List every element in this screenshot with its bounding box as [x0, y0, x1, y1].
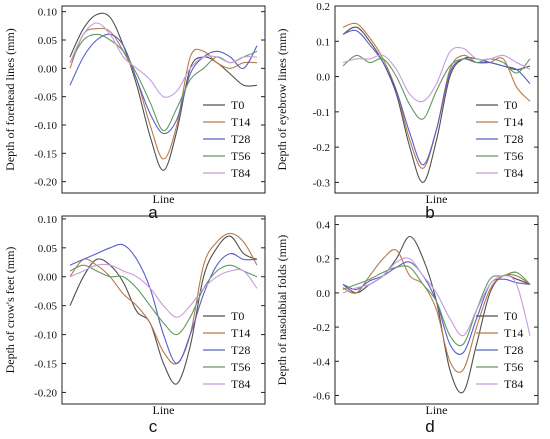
y-tick-label: 0.00 — [38, 272, 58, 284]
y-tick-label: 0.4 — [316, 220, 330, 232]
series-line-t0 — [342, 235, 531, 394]
y-tick-label: -0.1 — [313, 107, 330, 119]
series-line-t84 — [342, 46, 531, 103]
y-tick-label: -0.05 — [34, 301, 57, 313]
y-tick-label: -0.20 — [34, 387, 57, 399]
legend-label-t56: T56 — [504, 149, 523, 163]
panel-c: 0.10 0.05 0.00 -0.05 -0.10 -0.15 -0.20 Line Dept… — [3, 214, 266, 436]
series-line-t14 — [69, 27, 258, 160]
x-axis-label: Line — [426, 192, 448, 206]
series-line-t14 — [69, 232, 258, 365]
y-tick-label: -0.20 — [34, 177, 57, 189]
series-line-t0 — [69, 235, 258, 385]
panel-letter: d — [425, 417, 434, 436]
legend-label-t28: T28 — [231, 343, 250, 357]
legend-label-t0: T0 — [504, 98, 517, 112]
plot-frame — [334, 215, 539, 405]
legend-label-t84: T84 — [504, 166, 523, 180]
series-line-t56 — [69, 264, 258, 336]
x-axis-label: Line — [153, 192, 175, 206]
series-line-t84 — [69, 22, 258, 98]
panel-letter: b — [425, 203, 434, 222]
series-line-t14 — [342, 249, 531, 373]
x-axis-label: Line — [426, 403, 448, 417]
legend-label-t0: T0 — [231, 309, 244, 323]
series-line-t28 — [342, 29, 531, 166]
legend-label-t28: T28 — [504, 132, 523, 146]
legend-label-t14: T14 — [504, 326, 523, 340]
y-axis-label: Depth of crow's feet (mm) — [3, 247, 17, 374]
legend-label-t28: T28 — [231, 132, 250, 146]
panel-letter: a — [148, 203, 158, 222]
legend-label-t28: T28 — [504, 343, 523, 357]
plot-frame — [61, 215, 266, 405]
series-line-t56 — [69, 33, 258, 132]
legend-label-t84: T84 — [231, 166, 250, 180]
y-tick-label: 0.0 — [316, 288, 330, 300]
y-tick-label: -0.15 — [34, 359, 57, 371]
legend-label-t0: T0 — [504, 309, 517, 323]
panel-letter: c — [149, 417, 158, 436]
legend-label-t14: T14 — [504, 115, 523, 129]
legend-label-t56: T56 — [231, 149, 250, 163]
y-tick-label: -0.05 — [34, 92, 57, 104]
plot-frame — [61, 5, 266, 194]
series-line-t84 — [342, 257, 531, 337]
series-line-t84 — [69, 263, 258, 318]
legend-label-t14: T14 — [231, 115, 250, 129]
y-tick-label: -0.2 — [313, 322, 330, 334]
legend-label-t56: T56 — [231, 360, 250, 374]
y-tick-label: -0.2 — [313, 142, 330, 154]
y-tick-label: -0.10 — [34, 330, 57, 342]
y-tick-label: 0.10 — [38, 7, 58, 19]
panel-b: 0.2 0.1 0.0 -0.1 -0.2 -0.3 Line Depth of eyebro… — [275, 1, 539, 222]
panel-d: 0.4 0.2 0.0 -0.2 -0.4 -0.6 Line Depth of nasola… — [275, 215, 539, 436]
legend-label-t84: T84 — [504, 377, 523, 391]
y-tick-label: 0.1 — [316, 36, 330, 48]
panel-a: 0.10 0.05 0.00 -0.05 -0.10 -0.15 -0.20 Line Dept… — [3, 5, 266, 222]
y-axis-label: Depth of forehead lines (mm) — [3, 28, 17, 171]
legend-label-t14: T14 — [231, 326, 250, 340]
y-tick-label: 0.10 — [38, 214, 58, 226]
series-line-t14 — [342, 22, 531, 169]
x-axis-label: Line — [153, 403, 175, 417]
y-tick-label: 0.0 — [316, 72, 330, 84]
y-axis-label: Depth of nasolabial folds (mm) — [275, 235, 289, 386]
y-tick-label: 0.2 — [316, 1, 330, 13]
y-tick-label: -0.10 — [34, 120, 57, 132]
series-line-t28 — [69, 33, 258, 135]
legend-label-t0: T0 — [231, 98, 244, 112]
y-tick-label: 0.2 — [316, 254, 330, 266]
y-tick-label: -0.3 — [313, 177, 331, 189]
y-tick-label: 0.05 — [38, 243, 58, 255]
series-line-t28 — [69, 243, 258, 365]
series-line-t56 — [342, 265, 531, 347]
y-axis-label: Depth of eyebrow lines (mm) — [275, 29, 289, 171]
series-line-t0 — [69, 12, 258, 171]
y-tick-label: 0.00 — [38, 63, 58, 75]
y-tick-label: -0.4 — [313, 356, 331, 368]
legend-label-t56: T56 — [504, 360, 523, 374]
y-tick-label: -0.6 — [313, 390, 331, 402]
y-tick-label: 0.05 — [38, 35, 58, 47]
series-line-t0 — [342, 26, 531, 183]
y-tick-label: -0.15 — [34, 148, 57, 160]
legend-label-t84: T84 — [231, 377, 250, 391]
series-line-t56 — [342, 54, 531, 120]
plot-frame — [334, 5, 539, 194]
